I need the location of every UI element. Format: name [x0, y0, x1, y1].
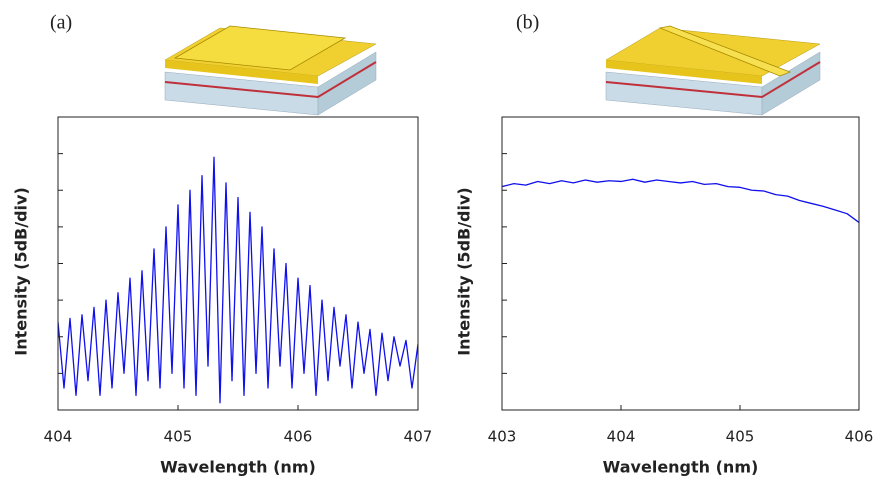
x-tick-label: 405	[726, 428, 755, 446]
x-tick-label: 403	[488, 428, 517, 446]
chart-panel: (a) 404 405 406 407 Wavelength (nm) Intensity …	[12, 12, 433, 477]
x-tick-label: 405	[164, 428, 193, 446]
chart-panel: (b) 403 404 405 406 Wavelength (nm) Intensity …	[455, 12, 874, 477]
plot-area	[502, 178, 859, 224]
y-axis-title: Intensity (5dB/div)	[12, 187, 31, 356]
x-tick-label: 406	[845, 428, 874, 446]
spectrum-line	[58, 156, 418, 404]
x-axis-title: Wavelength (nm)	[160, 458, 316, 477]
plot-area	[58, 156, 418, 404]
plot-frame	[501, 116, 860, 411]
x-tick-label: 404	[44, 428, 73, 446]
y-axis-title: Intensity (5dB/div)	[455, 187, 474, 356]
x-tick-label: 407	[404, 428, 433, 446]
panel-label: (a)	[50, 12, 72, 34]
device-schematic-a	[164, 25, 377, 116]
x-axis-title: Wavelength (nm)	[603, 458, 759, 477]
plot-frame	[57, 116, 419, 411]
panel-label: (b)	[516, 12, 539, 34]
device-schematic-b	[605, 25, 821, 116]
x-tick-label: 404	[607, 428, 636, 446]
spectrum-line	[502, 178, 859, 224]
x-tick-label: 406	[284, 428, 313, 446]
